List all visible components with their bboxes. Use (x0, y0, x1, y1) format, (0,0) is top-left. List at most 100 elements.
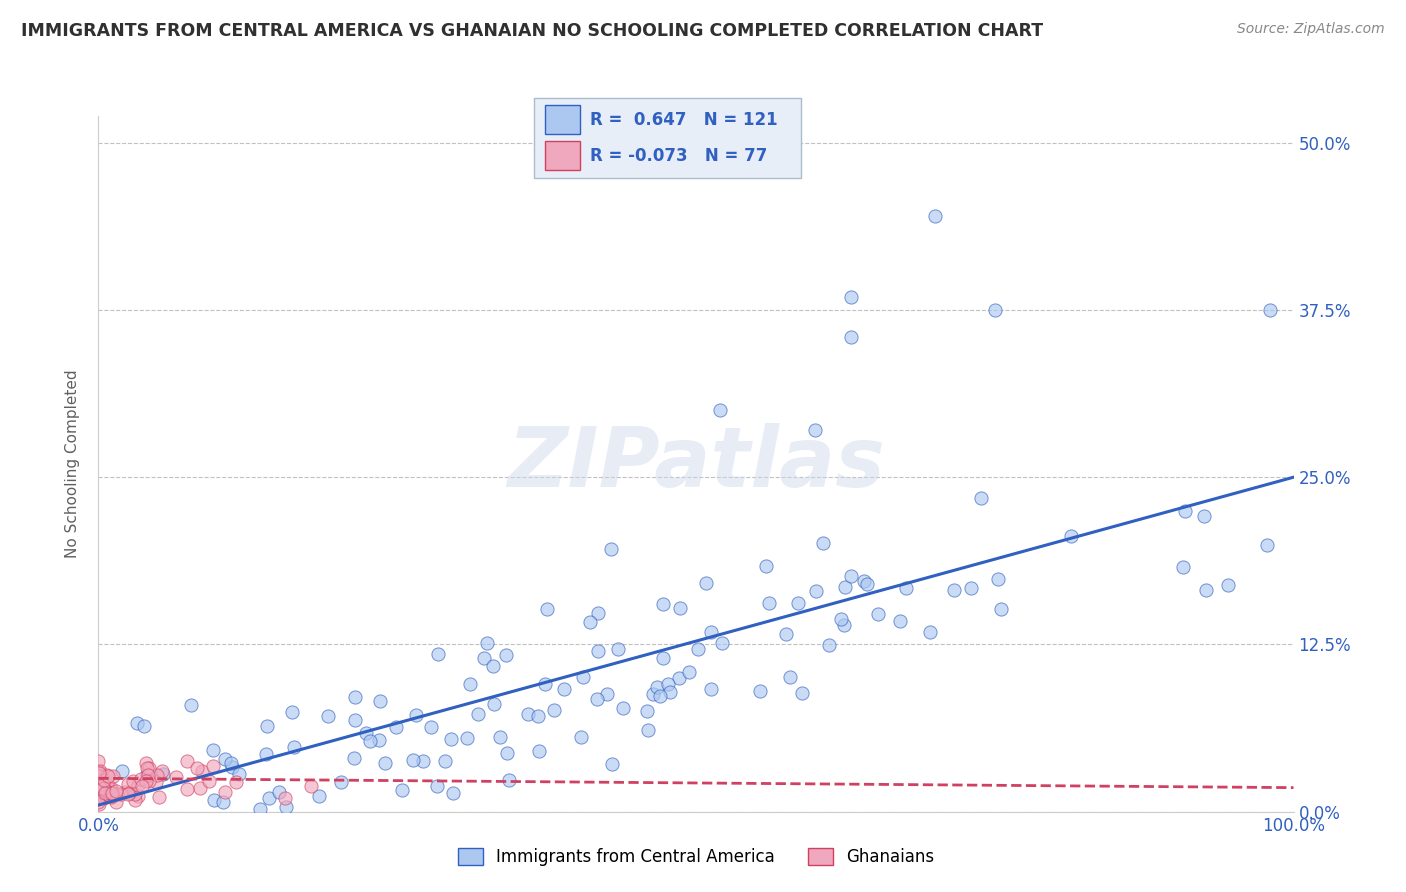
Text: ZIPatlas: ZIPatlas (508, 424, 884, 504)
Point (758, 596, 780, 610)
Point (127, 778, 149, 792)
Point (792, 686, 814, 700)
Point (176, 782, 198, 797)
Point (839, 568, 862, 582)
Point (219, 756, 242, 770)
Point (136, 768, 159, 782)
Point (91, 779, 114, 793)
Point (343, 750, 366, 764)
Point (477, 636, 499, 650)
Point (458, 676, 481, 690)
Point (135, 756, 157, 770)
Point (330, 775, 353, 789)
Point (356, 725, 378, 739)
Point (127, 789, 149, 803)
Point (145, 768, 167, 782)
Point (124, 788, 146, 802)
Point (97, 769, 120, 783)
Point (111, 764, 134, 778)
Point (467, 706, 489, 721)
Point (482, 658, 505, 673)
Point (132, 719, 155, 733)
Point (832, 617, 855, 632)
Point (495, 648, 517, 663)
Point (180, 698, 202, 712)
Point (749, 684, 772, 698)
Point (830, 612, 852, 626)
Point (612, 701, 634, 715)
Point (87, 765, 110, 780)
Point (316, 709, 339, 723)
Point (896, 582, 918, 596)
Point (211, 795, 233, 809)
Point (427, 648, 450, 662)
Point (516, 706, 538, 721)
Y-axis label: No Schooling Completed: No Schooling Completed (65, 369, 80, 558)
Point (308, 789, 330, 804)
Point (89, 764, 111, 778)
Point (1192, 508, 1215, 523)
Point (572, 670, 595, 684)
Point (637, 723, 659, 737)
Point (472, 651, 495, 665)
Point (367, 733, 389, 747)
Point (402, 753, 425, 767)
Point (786, 596, 808, 610)
Point (150, 764, 173, 778)
Text: IMMIGRANTS FROM CENTRAL AMERICA VS GHANAIAN NO SCHOOLING COMPLETED CORRELATION C: IMMIGRANTS FROM CENTRAL AMERICA VS GHANA… (21, 22, 1043, 40)
Bar (546, 105, 579, 134)
Point (89, 788, 111, 802)
Point (779, 670, 801, 684)
Point (165, 770, 187, 784)
Point (201, 759, 224, 773)
Point (93, 773, 115, 788)
Point (90, 773, 112, 788)
Point (391, 783, 413, 797)
Point (256, 719, 278, 733)
Point (657, 677, 679, 691)
Bar (546, 142, 579, 170)
Point (586, 643, 609, 657)
Point (426, 779, 449, 793)
Point (441, 786, 464, 800)
Point (755, 559, 778, 574)
Point (700, 624, 723, 639)
Point (943, 582, 966, 597)
Point (89, 786, 111, 800)
Point (87, 778, 110, 792)
Point (343, 690, 366, 704)
Point (536, 602, 558, 616)
Point (700, 682, 723, 697)
Point (543, 703, 565, 717)
Point (834, 581, 856, 595)
Point (344, 714, 367, 728)
Point (359, 734, 381, 748)
Point (920, 625, 942, 640)
Text: R =  0.647   N = 121: R = 0.647 N = 121 (591, 111, 778, 128)
Point (190, 780, 212, 795)
Point (96, 768, 118, 782)
Point (433, 754, 456, 768)
Point (650, 690, 672, 704)
Point (855, 576, 877, 591)
Point (1258, 303, 1281, 318)
Point (647, 680, 669, 694)
Point (201, 743, 224, 757)
Point (89, 785, 111, 799)
Point (148, 789, 170, 804)
Point (600, 757, 623, 772)
Point (775, 626, 797, 640)
Point (709, 403, 731, 417)
Text: Source: ZipAtlas.com: Source: ZipAtlas.com (1237, 22, 1385, 37)
Point (959, 581, 981, 595)
Point (89, 780, 111, 795)
Point (586, 691, 609, 706)
Point (489, 730, 512, 744)
Point (482, 697, 505, 711)
Point (868, 607, 890, 621)
Point (136, 761, 159, 775)
Point (87, 788, 110, 802)
Point (138, 761, 160, 775)
Point (710, 636, 733, 650)
Point (91, 780, 114, 795)
